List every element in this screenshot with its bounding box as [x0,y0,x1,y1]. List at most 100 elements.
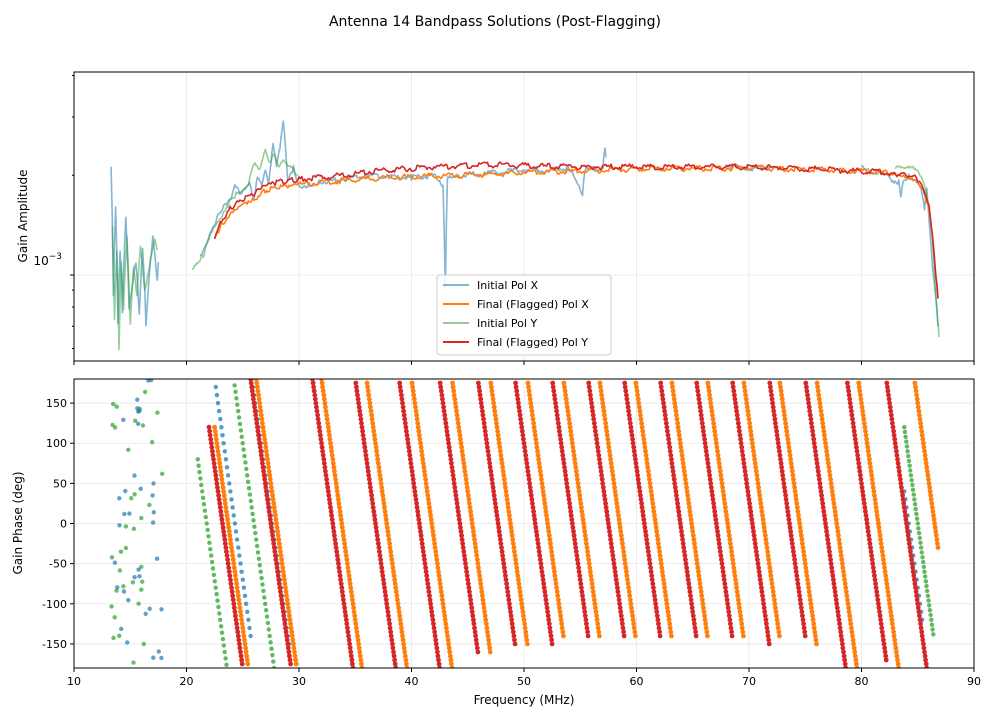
phase-point-final-pol-x [895,661,901,667]
phase-point-final-pol-x [780,404,786,410]
phase-x-tick-label: 50 [517,675,531,688]
phase-point-final-pol-y [265,497,270,502]
phase-point-final-pol-y [462,557,468,562]
phase-point-final-pol-y [874,593,880,599]
phase-point-final-pol-x [648,489,654,494]
phase-point-final-pol-x [605,436,611,442]
phase-point-final-pol-x [505,505,511,510]
phase-point-final-pol-y [811,436,817,442]
phase-point-final-pol-x [338,513,343,518]
phase-point-final-pol-x [930,509,936,514]
phase-point-final-pol-y [910,569,916,575]
phase-point-final-pol-y [797,597,803,603]
phase-point-final-pol-x [393,589,399,595]
phase-point-final-pol-y [548,629,553,635]
phase-point-final-pol-y [878,617,883,623]
phase-point-final-pol-x [879,545,885,550]
phase-point-final-pol-y [630,440,636,446]
phase-point-final-pol-x [459,444,464,450]
phase-point-final-pol-x [516,581,522,587]
phase-point-final-pol-x [913,388,919,394]
phase-point-final-pol-x [768,569,773,575]
phase-point-final-pol-x [386,537,392,542]
phase-point-final-pol-x [719,481,725,486]
phase-point-final-pol-x [503,489,509,494]
phase-point-final-pol-x [539,476,544,482]
phase-point-final-pol-y [760,597,766,603]
phase-point-final-pol-y [427,597,433,603]
phase-point-final-pol-x [483,617,489,623]
phase-point-final-pol-x [547,537,553,542]
phase-point-final-pol-x [325,420,331,426]
phase-point-final-pol-x [541,497,547,502]
phase-point-final-pol-x [639,424,645,430]
phase-point-final-pol-y [674,497,680,502]
phase-point-final-pol-x [818,408,824,414]
phase-point-final-pol-x [291,641,296,647]
phase-point-initial-pol-y [254,537,259,542]
phase-point-final-pol-y [419,541,425,546]
phase-point-final-pol-x [510,541,516,546]
phase-point-initial-pol-y [129,496,134,501]
phase-point-final-pol-y [904,521,909,526]
phase-point-initial-pol-y [910,487,916,492]
phase-point-final-pol-x [640,428,646,434]
phase-point-final-pol-x [492,412,498,418]
phase-point-final-pol-x [698,585,703,591]
phase-point-final-pol-x [279,557,284,562]
phase-point-final-pol-y [507,601,512,607]
phase-point-final-pol-x [853,657,859,663]
phase-point-final-pol-x [387,545,393,550]
phase-point-final-pol-x [659,565,665,571]
phase-y-axis-label: Gain Phase (deg) [11,471,25,574]
phase-point-final-pol-x [472,537,477,542]
phase-point-final-pol-x [761,525,767,530]
phase-point-final-pol-x [918,424,924,430]
phase-point-final-pol-x [615,505,620,510]
phase-point-final-pol-y [886,392,891,398]
phase-point-final-pol-x [651,509,657,514]
phase-point-final-pol-x [749,436,755,442]
phase-point-final-pol-y [646,553,652,558]
phase-point-initial-pol-y [118,549,124,554]
phase-point-final-pol-x [641,436,647,442]
phase-point-final-pol-y [650,581,656,587]
phase-point-final-pol-x [394,593,400,599]
phase-point-final-pol-y [625,404,631,410]
phase-point-final-pol-y [576,569,582,575]
phase-point-initial-pol-y [909,478,914,483]
phase-point-final-pol-y [711,505,717,510]
phase-point-final-pol-x [692,541,697,546]
phase-point-initial-pol-y [111,635,116,641]
phase-point-final-pol-x [220,485,226,490]
phase-point-final-pol-y [923,661,929,667]
phase-point-final-pol-y [769,392,774,398]
phase-point-final-pol-y [766,637,772,643]
phase-point-final-pol-x [603,420,608,426]
phase-point-final-pol-y [361,440,367,446]
phase-point-final-pol-x [801,549,806,554]
phase-point-final-pol-x [495,432,501,438]
phase-point-final-pol-y [206,424,212,430]
phase-point-final-pol-y [408,456,413,462]
phase-point-final-pol-x [932,521,937,526]
phase-point-final-pol-y [636,481,642,486]
phase-point-final-pol-x [795,509,801,514]
phase-point-final-pol-x [653,525,659,530]
phase-point-final-pol-x [894,649,899,655]
phase-point-final-pol-x [710,416,716,422]
phase-point-final-pol-x [571,452,577,458]
phase-point-initial-pol-y [903,434,908,439]
phase-point-final-pol-y [719,557,724,562]
phase-point-final-pol-x [703,625,709,631]
phase-point-final-pol-x [847,613,853,619]
phase-point-final-pol-y [280,609,286,615]
phase-point-final-pol-x [555,597,561,603]
phase-point-final-pol-y [662,408,667,414]
phase-point-final-pol-x [748,428,754,434]
phase-point-final-pol-x [807,593,813,599]
phase-point-final-pol-y [694,384,700,390]
phase-point-final-pol-x [840,561,845,566]
phase-point-final-pol-x [355,637,361,643]
phase-point-final-pol-x [525,641,530,647]
